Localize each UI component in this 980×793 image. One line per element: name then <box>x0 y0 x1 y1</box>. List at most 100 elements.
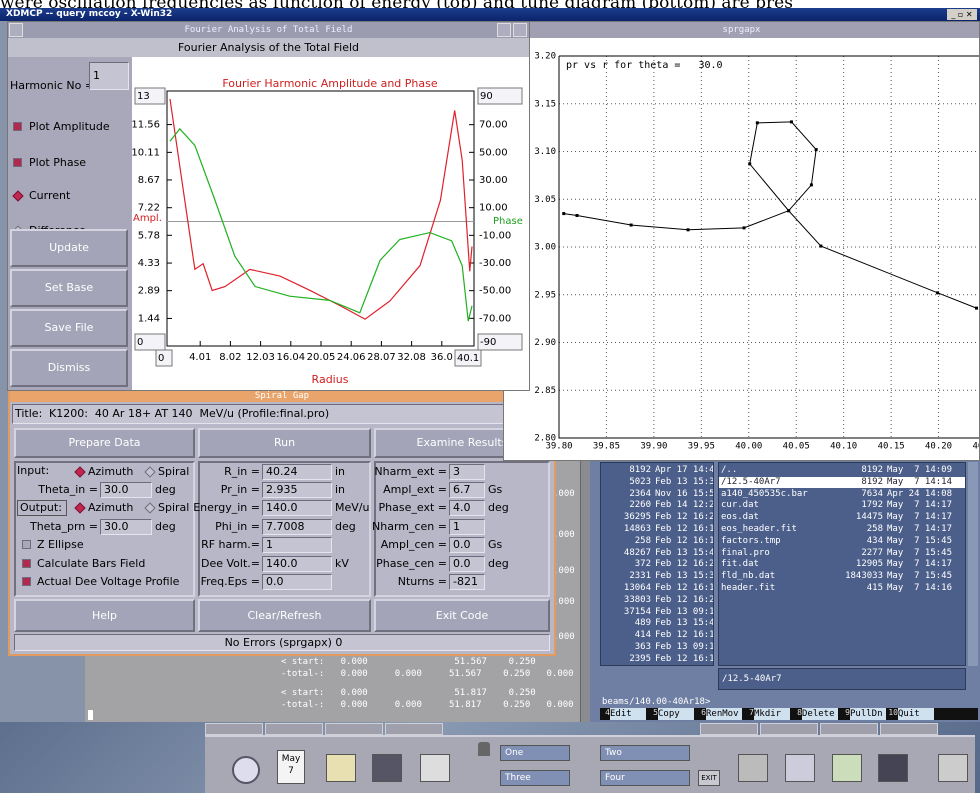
tab-button[interactable]: Prepare Data <box>14 428 195 458</box>
file-date: Feb 12 16:25 <box>655 595 714 606</box>
window-close-button[interactable] <box>513 23 527 37</box>
x-tick-label: 40.20 <box>925 442 952 452</box>
button[interactable]: Exit Code <box>374 599 550 632</box>
file-size: 8192 <box>839 465 883 476</box>
workspace-button[interactable]: One <box>500 745 570 761</box>
panel-icon[interactable] <box>420 754 450 782</box>
panel-icon[interactable] <box>326 754 356 782</box>
radio-group-label[interactable]: Output: <box>17 500 67 516</box>
window-menu-button[interactable] <box>9 23 23 37</box>
key-label[interactable]: Quit <box>898 708 934 720</box>
orbit-point <box>562 212 565 215</box>
subpanel-tab[interactable] <box>325 723 383 735</box>
key-label[interactable]: Copy <box>658 708 694 720</box>
check-indicator[interactable] <box>22 577 31 586</box>
panel-icon[interactable] <box>738 754 768 782</box>
button[interactable]: Help <box>14 599 195 632</box>
lock-icon[interactable] <box>478 742 490 756</box>
panel-icon[interactable] <box>785 754 815 782</box>
field-input[interactable]: 30.0 <box>100 519 152 535</box>
subpanel-tab[interactable] <box>205 723 263 735</box>
workspace-button[interactable]: Three <box>500 770 570 786</box>
button[interactable]: Dismiss <box>10 349 128 387</box>
option-label[interactable]: Plot Amplitude <box>29 119 129 135</box>
panel-icon[interactable] <box>832 754 862 782</box>
file-date: May 7 14:17 <box>887 512 965 523</box>
orbit-point <box>748 162 751 165</box>
radio-label[interactable]: Azimuth <box>88 464 148 480</box>
field-input[interactable]: 3 <box>449 464 485 480</box>
field-input[interactable]: 1 <box>449 519 485 535</box>
field-input[interactable]: 1 <box>262 537 332 553</box>
field-input[interactable]: 0.0 <box>449 537 485 553</box>
file-size: 2364 <box>601 489 651 500</box>
field-input[interactable]: 140.0 <box>262 500 332 516</box>
button[interactable]: Set Base <box>10 269 128 307</box>
panel-icon[interactable] <box>938 754 968 782</box>
button[interactable]: Update <box>10 229 128 267</box>
panel-icon[interactable] <box>372 754 402 782</box>
window-max-button[interactable] <box>497 23 511 37</box>
subpanel-tab[interactable] <box>700 723 758 735</box>
workspace-button[interactable]: Two <box>600 745 690 761</box>
button[interactable]: Save File <box>10 309 128 347</box>
field-input[interactable]: 0.0 <box>449 556 485 572</box>
key-label[interactable]: Edit <box>610 708 646 720</box>
check-indicator[interactable] <box>22 559 31 568</box>
radio-group-label: Input: <box>17 464 72 480</box>
field-input[interactable]: 40.24 <box>262 464 332 480</box>
check-indicator[interactable] <box>13 122 22 131</box>
field-label: Ampl_cen = <box>337 537 447 553</box>
exit-button[interactable]: EXIT <box>698 770 720 786</box>
field-input[interactable]: 0.0 <box>262 574 332 590</box>
field-input[interactable]: 2.935 <box>262 482 332 498</box>
button[interactable]: Clear/Refresh <box>198 599 371 632</box>
radio-indicator[interactable] <box>12 190 23 201</box>
key-label[interactable]: Mkdir <box>754 708 790 720</box>
file-name: a140_450535c.bar <box>721 489 841 500</box>
radio-label[interactable]: Azimuth <box>88 500 148 516</box>
window-controls[interactable]: _ ▫ ✕ <box>947 9 977 20</box>
field-input[interactable]: 6.7 <box>449 482 485 498</box>
workspace-button[interactable]: Four <box>600 770 690 786</box>
file-name: header.fit <box>721 583 841 594</box>
subpanel-tab[interactable] <box>265 723 323 735</box>
subpanel-tab[interactable] <box>760 723 818 735</box>
key-label[interactable]: PullDn <box>850 708 886 720</box>
field-input[interactable]: -821 <box>449 574 485 590</box>
x-tick-label: 12.03 <box>246 352 275 363</box>
subpanel-tab[interactable] <box>820 723 878 735</box>
y-tick-label: 2.80 <box>534 434 556 444</box>
subpanel-tab[interactable] <box>385 723 443 735</box>
field-input[interactable]: 4.0 <box>449 500 485 516</box>
field-input[interactable]: 7.7008 <box>262 519 332 535</box>
key-label[interactable]: Delete <box>802 708 838 720</box>
key-label[interactable]: RenMov <box>706 708 742 720</box>
check-indicator[interactable] <box>22 540 31 549</box>
check-indicator[interactable] <box>13 158 22 167</box>
option-label[interactable]: Plot Phase <box>29 155 129 171</box>
panel-icon[interactable] <box>878 754 908 782</box>
field-input[interactable]: 30.0 <box>100 482 152 498</box>
orbit-point <box>743 226 746 229</box>
subpanel-tab[interactable] <box>880 723 938 735</box>
x-axis-label: Radius <box>312 373 349 386</box>
field-input[interactable]: 140.0 <box>262 556 332 572</box>
tab-button[interactable]: Run <box>198 428 371 458</box>
file-name: eos.dat <box>721 512 841 523</box>
option-label[interactable]: Current <box>29 188 129 204</box>
clock-icon[interactable] <box>232 756 260 784</box>
harmonic-input[interactable]: 1 <box>89 62 129 90</box>
